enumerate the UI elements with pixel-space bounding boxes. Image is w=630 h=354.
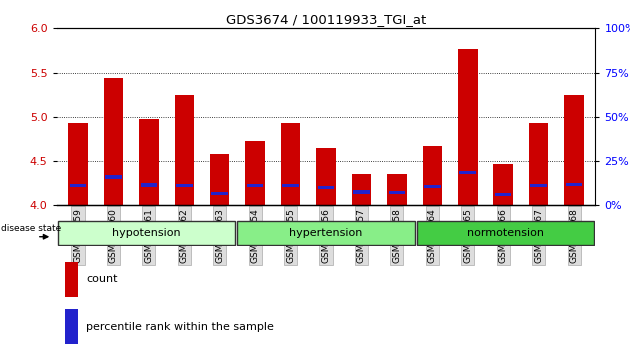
- Bar: [246, 141, 265, 205]
- FancyBboxPatch shape: [238, 221, 415, 245]
- Text: hypotension: hypotension: [112, 228, 181, 238]
- Bar: [389, 192, 405, 194]
- Bar: [70, 184, 86, 187]
- Bar: [423, 146, 442, 205]
- Bar: [353, 190, 370, 194]
- Bar: [458, 49, 478, 205]
- Bar: [212, 192, 228, 195]
- Bar: [424, 185, 440, 188]
- Bar: [529, 123, 548, 205]
- Bar: [139, 120, 159, 205]
- Bar: [493, 164, 513, 205]
- Bar: [68, 123, 88, 205]
- Bar: [282, 184, 299, 187]
- Bar: [387, 175, 406, 205]
- Bar: [65, 262, 78, 297]
- Bar: [175, 95, 194, 205]
- Bar: [316, 148, 336, 205]
- Bar: [564, 95, 584, 205]
- Bar: [495, 193, 512, 196]
- Bar: [140, 183, 157, 187]
- Bar: [352, 175, 371, 205]
- FancyBboxPatch shape: [58, 221, 235, 245]
- Text: percentile rank within the sample: percentile rank within the sample: [86, 322, 274, 332]
- Bar: [104, 78, 123, 205]
- Bar: [530, 184, 547, 187]
- Bar: [566, 183, 582, 185]
- Bar: [318, 186, 335, 189]
- Text: normotension: normotension: [467, 228, 544, 238]
- Bar: [176, 184, 193, 187]
- Bar: [210, 154, 229, 205]
- Title: GDS3674 / 100119933_TGI_at: GDS3674 / 100119933_TGI_at: [226, 13, 426, 26]
- Text: hypertension: hypertension: [289, 228, 363, 238]
- Bar: [459, 171, 476, 174]
- Bar: [281, 123, 301, 205]
- Text: count: count: [86, 274, 118, 284]
- Bar: [105, 176, 122, 178]
- Bar: [65, 309, 78, 344]
- FancyBboxPatch shape: [417, 221, 594, 245]
- Bar: [247, 184, 263, 187]
- Text: disease state: disease state: [1, 224, 61, 233]
